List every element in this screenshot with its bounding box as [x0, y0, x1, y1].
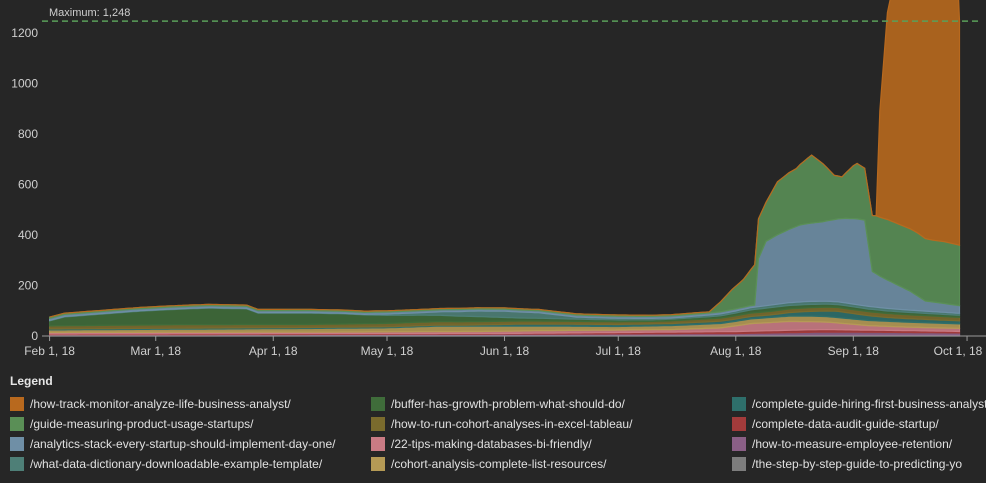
legend-swatch: [732, 437, 746, 451]
x-tick-label: Oct 1, 18: [934, 344, 983, 358]
legend-swatch: [10, 457, 24, 471]
legend-label: /buffer-has-growth-problem-what-should-d…: [391, 397, 625, 411]
x-tick-label: Feb 1, 18: [24, 344, 75, 358]
y-tick-label: 1200: [11, 26, 38, 40]
legend-label: /guide-measuring-product-usage-startups/: [30, 417, 254, 431]
legend-label: /complete-data-audit-guide-startup/: [752, 417, 939, 431]
legend-item[interactable]: /how-to-run-cohort-analyses-in-excel-tab…: [371, 414, 732, 434]
legend-label: /how-to-measure-employee-retention/: [752, 437, 953, 451]
area-series-1[interactable]: [49, 0, 961, 318]
legend-title: Legend: [10, 374, 53, 388]
legend-item[interactable]: /the-step-by-step-guide-to-predicting-yo: [732, 454, 986, 474]
x-tick-label: Jun 1, 18: [480, 344, 530, 358]
y-tick-label: 400: [18, 228, 38, 242]
legend-label: /how-to-run-cohort-analyses-in-excel-tab…: [391, 417, 633, 431]
y-tick-label: 800: [18, 127, 38, 141]
y-tick-label: 600: [18, 178, 38, 192]
legend-swatch: [371, 437, 385, 451]
x-tick-label: May 1, 18: [361, 344, 414, 358]
y-axis: 0 200 400 600 800 1000 1200: [11, 26, 38, 343]
legend-swatch: [10, 417, 24, 431]
legend-items: /how-track-monitor-analyze-life-business…: [10, 394, 986, 474]
x-axis: Feb 1, 18 Mar 1, 18 Apr 1, 18 May 1, 18 Jun …: [24, 336, 983, 358]
legend-swatch: [732, 397, 746, 411]
stacked-area-chart: 0 200 400 600 800 1000 1200 Feb 1, 18 Mar 1, 18…: [11, 0, 986, 358]
legend-label: /what-data-dictionary-downloadable-examp…: [30, 457, 323, 471]
legend-item[interactable]: /cohort-analysis-complete-list-resources…: [371, 454, 732, 474]
x-tick-label: Aug 1, 18: [710, 344, 762, 358]
legend-item[interactable]: /complete-data-audit-guide-startup/: [732, 414, 986, 434]
x-tick-label: Sep 1, 18: [828, 344, 880, 358]
legend-item[interactable]: /how-to-measure-employee-retention/: [732, 434, 986, 454]
y-tick-label: 200: [18, 279, 38, 293]
legend-item[interactable]: /how-track-monitor-analyze-life-business…: [10, 394, 371, 414]
legend-item[interactable]: /what-data-dictionary-downloadable-examp…: [10, 454, 371, 474]
legend-swatch: [371, 417, 385, 431]
legend-swatch: [732, 457, 746, 471]
legend-item[interactable]: /buffer-has-growth-problem-what-should-d…: [371, 394, 732, 414]
x-tick-label: Jul 1, 18: [596, 344, 642, 358]
legend-swatch: [732, 417, 746, 431]
legend-swatch: [10, 437, 24, 451]
legend-item[interactable]: /analytics-stack-every-startup-should-im…: [10, 434, 371, 454]
legend-label: /complete-guide-hiring-first-business-an…: [752, 397, 986, 411]
max-reference-label: Maximum: 1,248: [49, 7, 130, 19]
legend-item[interactable]: /guide-measuring-product-usage-startups/: [10, 414, 371, 434]
legend-swatch: [371, 397, 385, 411]
x-tick-label: Mar 1, 18: [130, 344, 181, 358]
legend-swatch: [371, 457, 385, 471]
y-tick-label: 0: [31, 329, 38, 343]
legend-label: /cohort-analysis-complete-list-resources…: [391, 457, 607, 471]
legend-item[interactable]: /complete-guide-hiring-first-business-an…: [732, 394, 986, 414]
legend-label: /22-tips-making-databases-bi-friendly/: [391, 437, 592, 451]
legend-swatch: [10, 397, 24, 411]
x-tick-label: Apr 1, 18: [249, 344, 298, 358]
legend-label: /how-track-monitor-analyze-life-business…: [30, 397, 291, 411]
area-layer: [49, 0, 961, 337]
legend-label: /analytics-stack-every-startup-should-im…: [30, 437, 336, 451]
legend: Legend /how-track-monitor-analyze-life-b…: [10, 374, 986, 483]
legend-item[interactable]: /22-tips-making-databases-bi-friendly/: [371, 434, 732, 454]
legend-label: /the-step-by-step-guide-to-predicting-yo: [752, 457, 963, 471]
y-tick-label: 1000: [11, 77, 38, 91]
